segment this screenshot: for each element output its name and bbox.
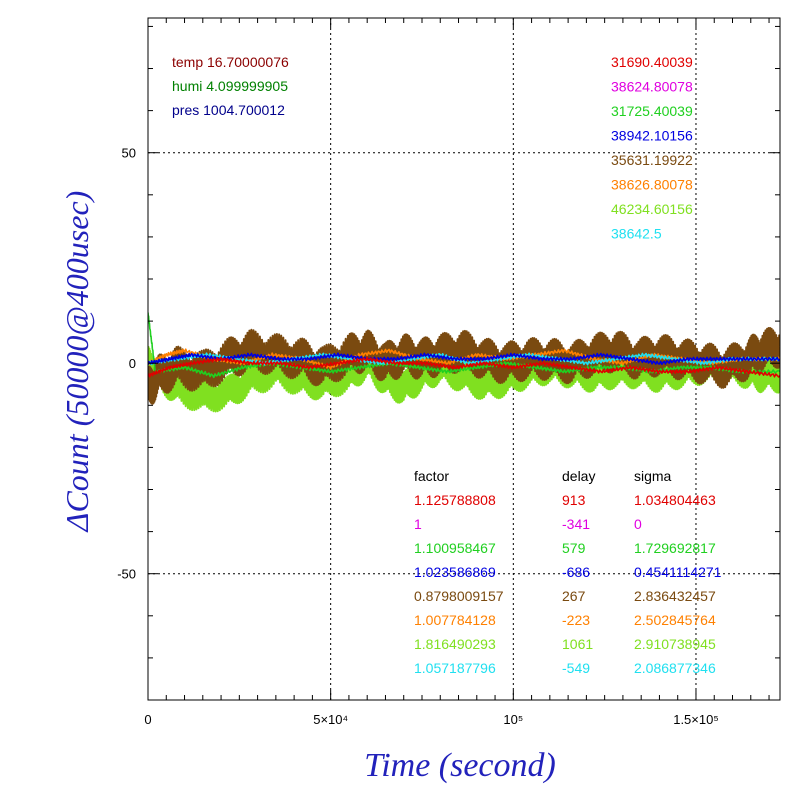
x-tick-label: 5×10⁴	[313, 712, 348, 727]
table-cell: 2.836432457	[634, 588, 716, 604]
y-tick-label: 50	[122, 146, 136, 161]
x-tick-label: 0	[144, 712, 151, 727]
table-cell: 1061	[562, 636, 593, 652]
table-cell: 1	[414, 516, 422, 532]
y-tick-label: 0	[129, 356, 136, 371]
table-cell: -341	[562, 516, 590, 532]
y-tick-label: -50	[117, 567, 136, 582]
table-cell: 1.125788808	[414, 492, 496, 508]
table-header: factor	[414, 468, 449, 484]
table-cell: -686	[562, 564, 590, 580]
value-legend-entry: 38942.10156	[611, 128, 693, 144]
table-cell: -549	[562, 660, 590, 676]
table-cell: 1.034804463	[634, 492, 716, 508]
table-cell: 1.057187796	[414, 660, 496, 676]
plot-frame	[147, 17, 781, 701]
x-tick-label: 10⁵	[503, 712, 523, 727]
env-legend-entry: humi 4.099999905	[172, 78, 288, 94]
y-axis-title: ΔCount (50000@400usec)	[59, 191, 95, 534]
table-cell: 267	[562, 588, 586, 604]
value-legend-entry: 38624.80078	[611, 79, 693, 95]
tick-marks	[147, 18, 780, 701]
table-cell: 2.502845764	[634, 612, 716, 628]
table-cell: -223	[562, 612, 590, 628]
table-cell: 1.007784128	[414, 612, 496, 628]
table-cell: 1.816490293	[414, 636, 496, 652]
value-legend-entry: 31725.40039	[611, 103, 693, 119]
table-cell: 0	[634, 516, 642, 532]
environment-legend: temp 16.70000076 humi 4.099999905 pres 100…	[172, 54, 289, 118]
value-legend-entry: 38626.80078	[611, 177, 693, 193]
table-header: delay	[562, 468, 595, 484]
value-legend-entry: 35631.19922	[611, 152, 693, 168]
x-tick-label: 1.5×10⁵	[673, 712, 719, 727]
table-cell: 579	[562, 540, 586, 556]
table-cell: 1.729692817	[634, 540, 716, 556]
table-cell: 1.023586869	[414, 564, 496, 580]
table-cell: 0.8798009157	[414, 588, 504, 604]
series-line	[148, 356, 780, 378]
tick-labels: 0 5×10⁴ 10⁵ 1.5×10⁵ 50 0 -50	[117, 146, 719, 727]
env-legend-entry: temp 16.70000076	[172, 54, 289, 70]
series-line	[148, 312, 780, 379]
series-line	[148, 348, 780, 370]
table-cell: 913	[562, 492, 586, 508]
series-line	[148, 352, 780, 366]
value-legend-entry: 38642.5	[611, 226, 662, 242]
table-cell: 1.100958467	[414, 540, 496, 556]
series-line	[148, 346, 780, 413]
table-cell: 0.4541114271	[634, 564, 722, 580]
x-axis-title: Time (second)	[364, 747, 556, 784]
table-header: sigma	[634, 468, 672, 484]
value-legend: 31690.40039 38624.80078 31725.40039 38942.1…	[611, 54, 693, 242]
table-cell: 2.910738945	[634, 636, 716, 652]
value-legend-entry: 31690.40039	[611, 54, 693, 70]
table-cell: 2.086877346	[634, 660, 716, 676]
series-line	[148, 352, 780, 366]
series-layer	[148, 312, 780, 413]
stats-table: factor delay sigma 1.125788808 913 1.03480446…	[414, 468, 722, 676]
value-legend-entry: 46234.60156	[611, 201, 693, 217]
env-legend-entry: pres 1004.700012	[172, 102, 285, 118]
